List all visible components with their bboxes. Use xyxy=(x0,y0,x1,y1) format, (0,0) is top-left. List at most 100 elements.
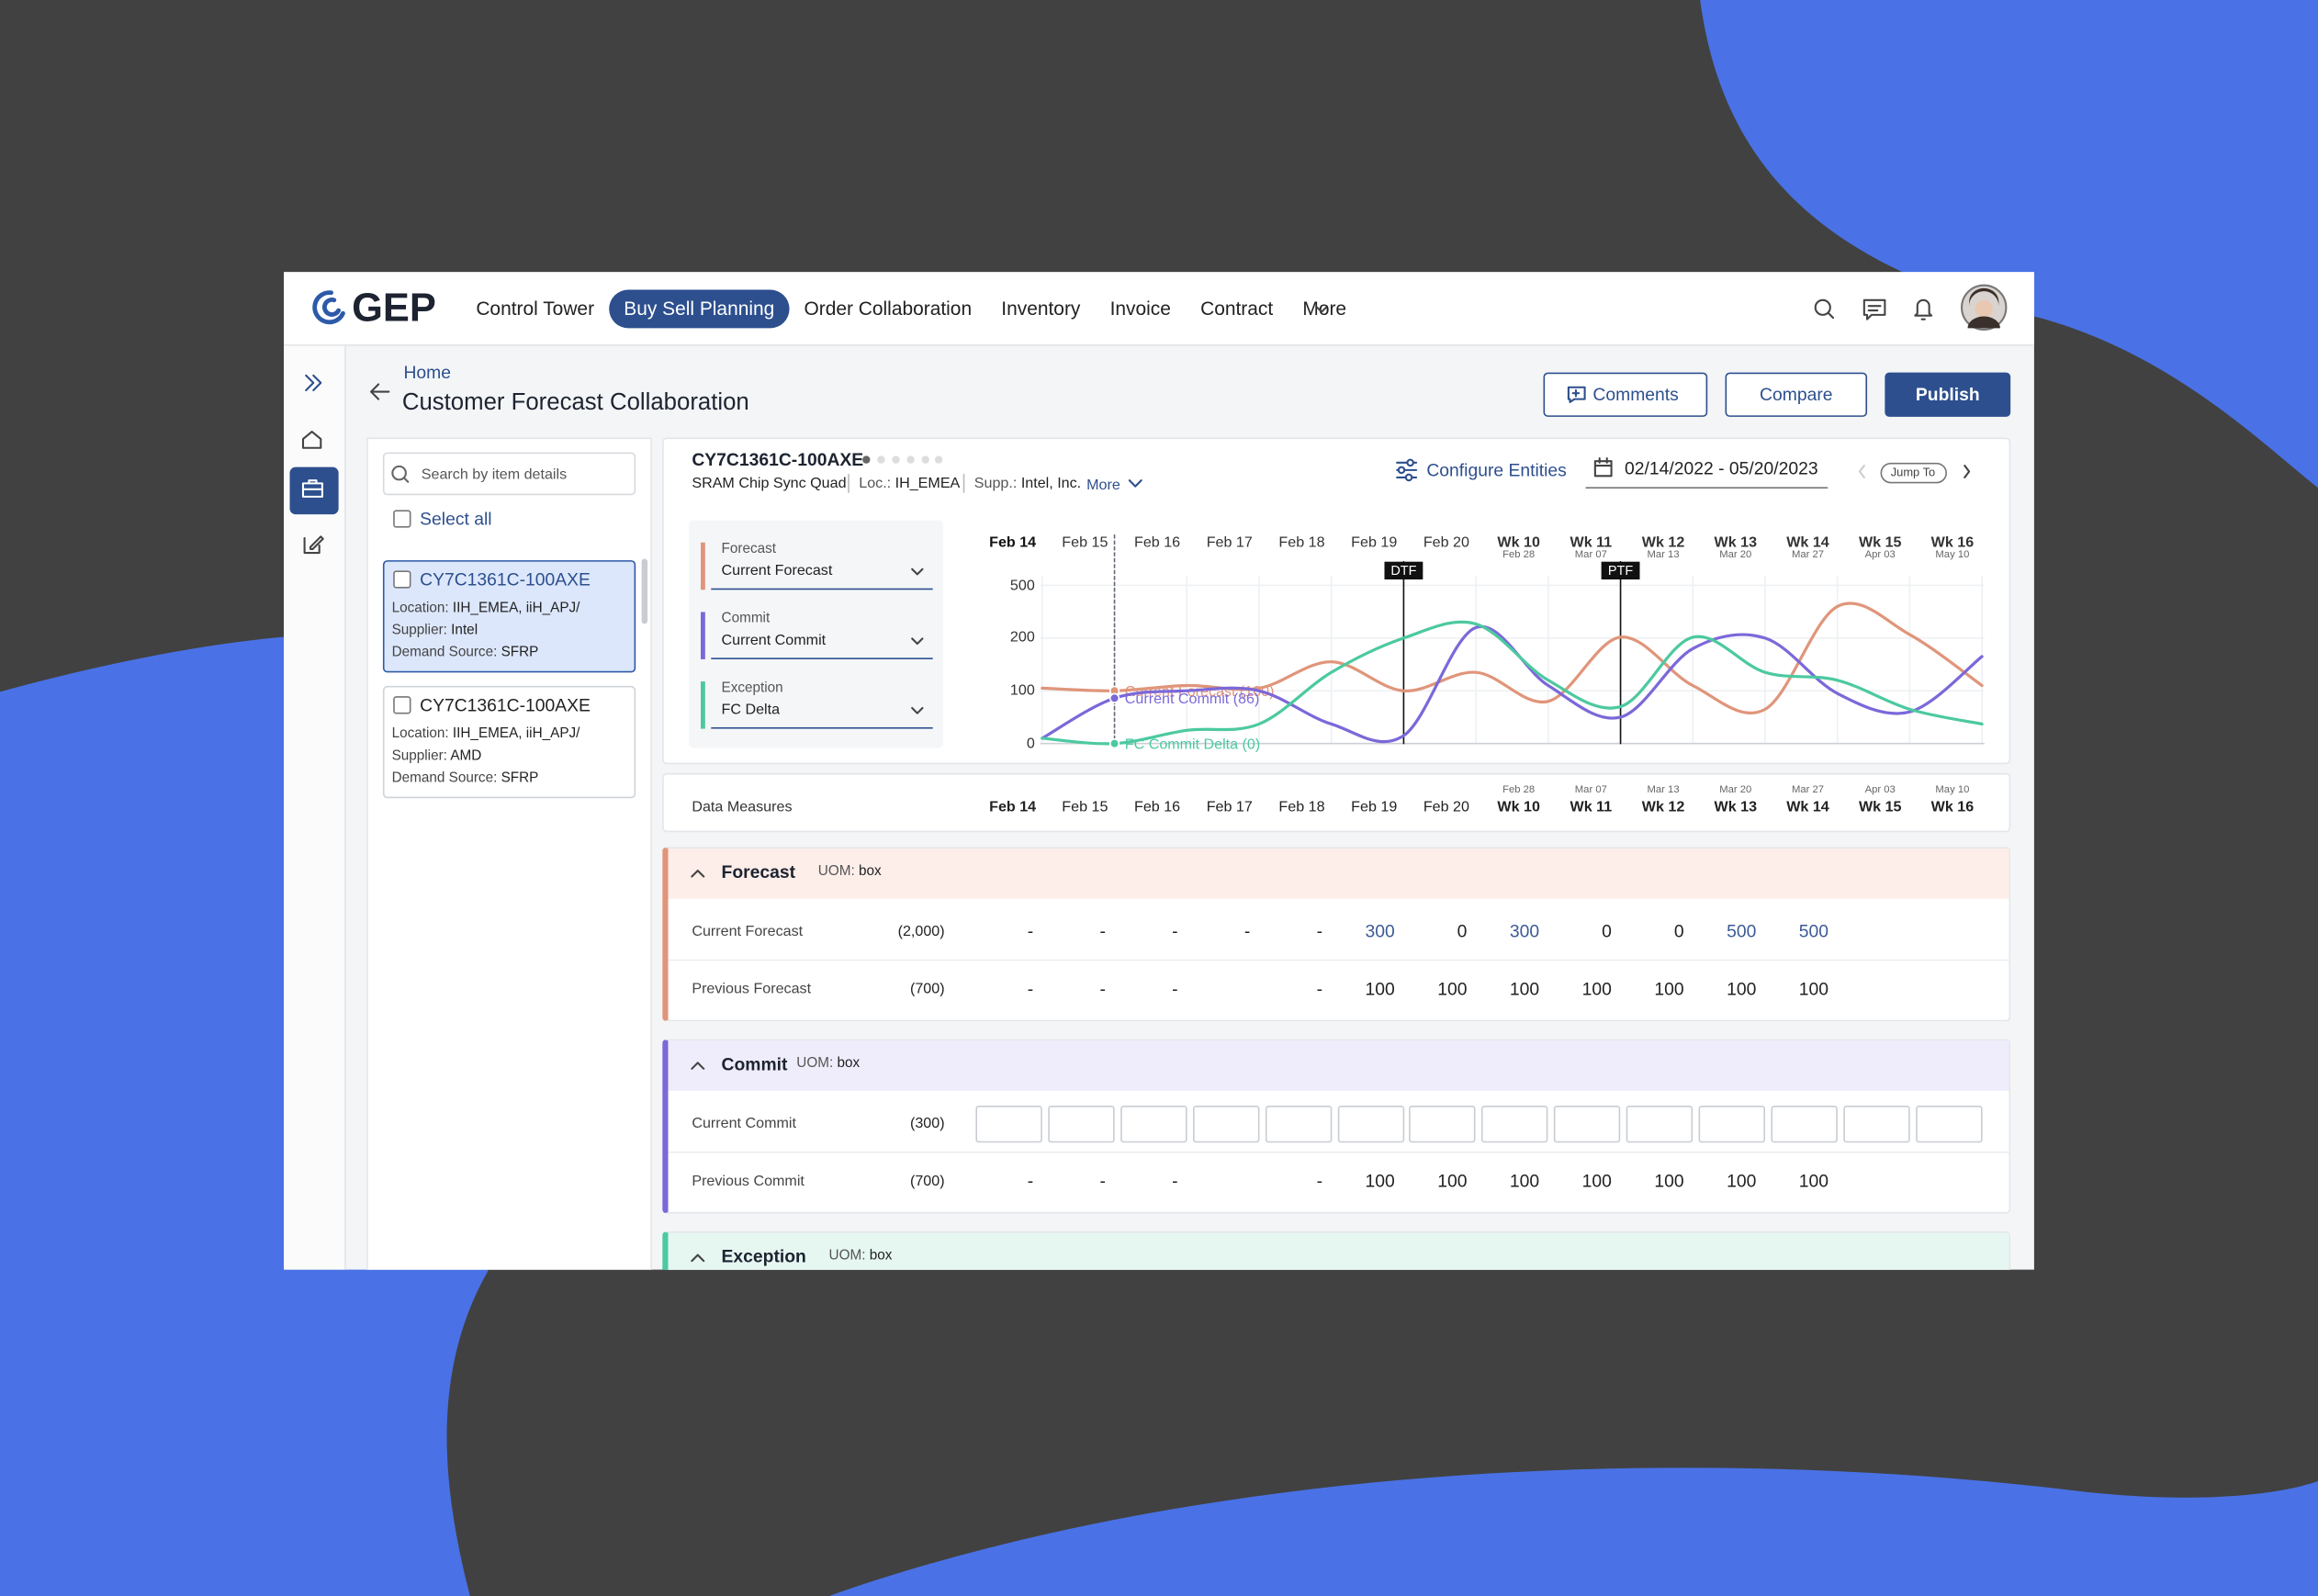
section-header xyxy=(668,1040,2009,1091)
series-line xyxy=(1041,601,1984,715)
x-tick-label: Feb 16 xyxy=(1134,534,1181,551)
nav-item[interactable]: Contract xyxy=(1186,290,1288,329)
selector-bar xyxy=(700,612,705,659)
date-range[interactable]: 02/14/2022 - 05/20/2023 xyxy=(1625,458,1818,479)
field-label: Location: xyxy=(391,600,449,617)
input-cell[interactable] xyxy=(1554,1106,1621,1143)
x-tick-label: Wk 16 xyxy=(1930,534,1975,551)
chevron[interactable] xyxy=(1128,479,1142,488)
rail-active[interactable] xyxy=(289,466,339,515)
reference-label: PTF xyxy=(1608,564,1633,579)
nav-item[interactable]: Invoice xyxy=(1095,290,1186,329)
wave xyxy=(1700,0,2318,489)
breadcrumb[interactable]: Home xyxy=(403,362,451,383)
row-name: Current Commit xyxy=(692,1115,796,1132)
page-dot[interactable] xyxy=(934,455,943,464)
x-tick-label: Feb 14 xyxy=(989,534,1037,551)
checkbox[interactable] xyxy=(393,570,411,589)
input-cell[interactable] xyxy=(1120,1106,1187,1143)
jump-pill[interactable] xyxy=(1880,462,1947,484)
reference-label: DTF xyxy=(1390,564,1416,579)
page-dot[interactable] xyxy=(877,455,885,464)
nav-label: Control Tower xyxy=(476,297,595,320)
nav-label: Buy Sell Planning xyxy=(624,297,775,320)
section-name: Commit xyxy=(721,1053,788,1075)
nav-label: Inventory xyxy=(1001,297,1081,320)
column-label: Feb 19 xyxy=(1351,799,1398,815)
calendar-icon[interactable] xyxy=(1593,456,1613,478)
input-cell[interactable] xyxy=(1771,1106,1838,1143)
column-label: Wk 11 xyxy=(1570,799,1613,815)
selector-value[interactable]: Current Commit xyxy=(721,632,827,648)
bell-icon[interactable] xyxy=(1914,298,1933,320)
meta: Supp.: Intel, Inc. xyxy=(974,473,1081,495)
page-dot[interactable] xyxy=(921,455,929,464)
selector-value[interactable]: FC Delta xyxy=(721,701,781,718)
scrollbar[interactable] xyxy=(641,558,648,624)
input-cell[interactable] xyxy=(1915,1106,1983,1143)
configure-icon xyxy=(1397,466,1406,475)
x-tick-sublabel: Apr 03 xyxy=(1864,549,1896,560)
back-icon[interactable] xyxy=(369,383,390,400)
item-card[interactable] xyxy=(382,560,636,673)
field-value: SFRP xyxy=(501,644,539,661)
uom-label: UOM: xyxy=(828,1247,866,1264)
column-label: Feb 17 xyxy=(1206,799,1253,815)
next-icon[interactable] xyxy=(1964,465,1971,478)
home-icon[interactable] xyxy=(301,430,322,449)
search-icon[interactable] xyxy=(1814,298,1831,316)
cell: 100 xyxy=(1798,978,1829,1000)
button-label: Comments xyxy=(1592,384,1679,406)
chat-icon[interactable] xyxy=(1862,298,1886,320)
field-value: IIH_EMEA, iiH_APJ/ xyxy=(452,600,580,617)
prev-icon[interactable] xyxy=(1858,465,1865,478)
publish-button[interactable]: Publish xyxy=(1885,372,2011,417)
nav-item[interactable]: Control Tower xyxy=(461,290,609,329)
cell: - xyxy=(1099,1170,1106,1192)
row-total: (300) xyxy=(909,1115,945,1132)
selector-underline xyxy=(711,588,933,590)
column-sublabel: Mar 07 xyxy=(1574,784,1607,795)
button-label: Compare xyxy=(1760,384,1833,406)
collapse-icon xyxy=(691,1253,705,1263)
column-sublabel: Mar 13 xyxy=(1647,784,1680,795)
input-cell[interactable] xyxy=(1481,1106,1548,1143)
checkbox[interactable] xyxy=(393,696,411,714)
page-dot[interactable] xyxy=(892,455,900,464)
page-dot[interactable] xyxy=(906,455,915,464)
column-label: Wk 13 xyxy=(1714,799,1758,815)
nav-item[interactable]: Inventory xyxy=(986,290,1095,329)
input-cell[interactable] xyxy=(1192,1106,1259,1143)
input-cell[interactable] xyxy=(975,1106,1042,1143)
configure-entities[interactable]: Configure Entities xyxy=(1426,459,1567,481)
nav-list: Control Tower Buy Sell Planning Order Coll… xyxy=(461,289,1381,329)
input-cell[interactable] xyxy=(1336,1106,1404,1143)
cell: 100 xyxy=(1727,1170,1757,1192)
checkbox[interactable] xyxy=(393,510,411,528)
search-icon xyxy=(391,465,407,481)
item-card[interactable] xyxy=(382,685,636,799)
x-tick-label: Wk 15 xyxy=(1858,534,1902,551)
search-box[interactable] xyxy=(382,452,636,496)
edit-icon[interactable] xyxy=(303,535,324,555)
nav-item[interactable]: Buy Sell Planning xyxy=(609,289,790,329)
expand-icon[interactable] xyxy=(305,374,322,392)
nav-item[interactable]: Order Collaboration xyxy=(789,290,986,329)
input-cell[interactable] xyxy=(1842,1106,1910,1143)
jump-to[interactable]: Jump To xyxy=(1890,466,1936,479)
input-cell[interactable] xyxy=(1265,1106,1332,1143)
selector-value[interactable]: Current Forecast xyxy=(721,562,833,579)
input-cell[interactable] xyxy=(1698,1106,1765,1143)
field-label: Supplier: xyxy=(391,622,447,639)
meta: Loc.: IH_EMEA xyxy=(859,473,960,495)
input-cell[interactable] xyxy=(1048,1106,1115,1143)
more-link[interactable]: More xyxy=(1086,477,1120,493)
comments-button[interactable]: Comments xyxy=(1543,372,1708,417)
compare-button[interactable]: Compare xyxy=(1725,372,1868,417)
wave xyxy=(828,1467,2318,1596)
selector-label: Commit xyxy=(721,610,771,627)
input-cell[interactable] xyxy=(1409,1106,1477,1143)
page-dot[interactable] xyxy=(862,455,871,464)
input-cell[interactable] xyxy=(1626,1106,1693,1143)
